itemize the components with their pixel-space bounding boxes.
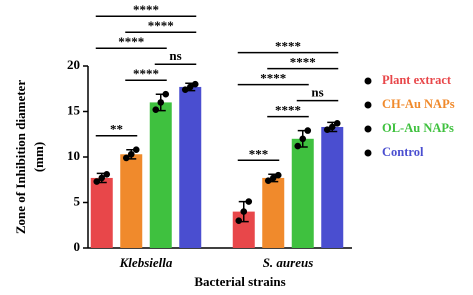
bar [179,86,202,249]
replicate-point [103,170,111,178]
replicate-point [323,126,331,133]
replicate-point [132,146,140,154]
y-tick-label: 5 [74,193,81,208]
significance-label: ns [311,85,323,100]
legend-label: CH-Au NAPs [382,97,455,111]
legend-label: OL-Au NAPs [382,121,454,135]
replicate-point [274,171,282,179]
significance-label: **** [275,39,301,54]
replicate-point [333,120,341,127]
bar [90,177,113,248]
replicate-point [304,127,312,134]
replicate-point [264,177,272,184]
significance-label: **** [133,66,159,81]
replicate-point [328,123,336,131]
replicate-point [157,99,165,106]
x-tick-label: Klebsiella [119,255,173,270]
replicate-point [122,154,130,162]
significance-label: **** [133,2,159,17]
legend-marker [364,125,372,133]
replicate-point [127,150,135,158]
significance-label: **** [275,103,301,118]
bar [149,102,172,249]
replicate-point [245,198,253,205]
replicate-point [235,217,243,224]
legend-label: Plant extract [382,73,452,87]
replicate-point [98,174,106,182]
bar [321,126,344,248]
x-axis-label: Bacterial strains [194,274,285,289]
y-axis-label: Zone of Inhibition diameter [13,80,28,234]
replicate-point [186,83,194,91]
bar [262,177,285,248]
significance-label: ** [110,122,123,137]
legend-marker [364,101,372,109]
y-tick-label: 10 [67,148,80,163]
significance-label: ns [169,48,181,63]
significance-label: **** [290,55,316,70]
bar [120,154,143,248]
legend-marker [364,149,372,157]
replicate-point [93,178,101,185]
x-tick-label: S. aureus [263,255,314,270]
legend-marker [364,77,372,85]
significance-label: **** [148,18,174,33]
legend-label: Control [382,145,424,159]
y-tick-label: 20 [67,57,80,72]
replicate-point [191,80,199,88]
replicate-point [181,86,189,93]
y-axis-label: (mm) [31,142,46,172]
significance-label: *** [249,146,269,161]
replicate-point [294,142,302,150]
replicate-point [152,106,160,113]
replicate-point [162,90,170,98]
significance-label: **** [118,34,144,49]
bar [291,138,314,248]
significance-label: **** [260,71,286,86]
y-tick-label: 0 [74,239,81,254]
replicate-point [240,208,248,215]
replicate-point [299,135,307,143]
y-tick-label: 15 [67,102,81,117]
replicate-point [269,174,277,182]
